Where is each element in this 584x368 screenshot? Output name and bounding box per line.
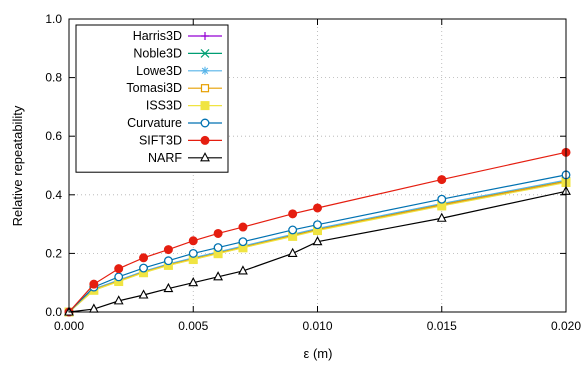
series-line-narf	[68, 190, 567, 313]
y-tick-label: 0.6	[45, 129, 62, 143]
data-point-curvature	[313, 220, 322, 230]
data-point-narf	[163, 282, 174, 293]
data-point-narf	[238, 265, 248, 275]
data-point-curvature	[288, 225, 298, 235]
data-point-sift3d	[89, 279, 99, 289]
x-tick-label: 0.020	[551, 319, 581, 333]
legend-label-harris3d: Harris3D	[133, 29, 182, 43]
data-point-curvature	[114, 272, 124, 282]
legend-label-curvature: Curvature	[127, 116, 182, 130]
legend: Harris3D Noble3D Lowe3D Tomasi3D ISS3D Curvat…	[75, 24, 229, 173]
legend-marker-lowe3d	[201, 66, 209, 75]
x-axis-label: ε (m)	[304, 346, 333, 361]
series-sift3d	[64, 147, 571, 317]
series-line-sift3d	[68, 151, 567, 313]
data-point-narf	[138, 289, 149, 299]
x-tick-label: 0.015	[427, 319, 457, 333]
data-point-sift3d	[238, 222, 248, 232]
data-point-sift3d	[213, 228, 223, 238]
data-point-curvature	[213, 243, 223, 252]
data-point-curvature	[139, 263, 148, 273]
legend-marker-sift3d	[200, 135, 210, 145]
y-tick-label: 0.0	[45, 305, 62, 319]
legend-marker-tomasi3d	[200, 84, 210, 93]
y-tick-label: 0.8	[45, 71, 62, 85]
axes: 0.000 0.005 0.010 0.015 0.020 0.0 0.2 0.4 0.6 0.8…	[45, 12, 581, 333]
legend-label-iss3d: ISS3D	[146, 99, 182, 113]
legend-label-tomasi3d: Tomasi3D	[126, 81, 182, 95]
legend-box	[75, 24, 229, 173]
y-tick-label: 0.2	[45, 246, 62, 260]
legend-label-noble3d: Noble3D	[133, 46, 182, 60]
legend-label-sift3d: SIFT3D	[139, 133, 182, 147]
data-point-narf	[188, 277, 199, 287]
data-point-narf	[312, 236, 323, 246]
plot-series	[64, 147, 571, 317]
legend-marker-harris3d	[201, 32, 209, 40]
legend-marker-narf	[200, 152, 210, 162]
data-point-curvature	[437, 194, 447, 204]
legend-label-narf: NARF	[148, 151, 182, 165]
x-tick-label: 0.010	[302, 319, 332, 333]
legend-marker-iss3d	[200, 101, 210, 111]
data-point-curvature	[188, 248, 198, 258]
data-point-sift3d	[288, 209, 298, 219]
y-axis-label: Relative repeatability	[10, 105, 25, 226]
series-curvature	[64, 170, 571, 317]
data-point-sift3d	[114, 264, 124, 274]
data-point-curvature	[163, 256, 173, 266]
data-point-narf	[436, 212, 447, 222]
x-tick-label: 0.005	[178, 319, 208, 333]
data-point-curvature	[238, 237, 248, 247]
data-point-narf	[287, 247, 298, 257]
y-tick-label: 1.0	[45, 12, 62, 26]
data-point-narf	[213, 271, 224, 281]
data-point-sift3d	[313, 203, 322, 213]
legend-marker-noble3d	[200, 48, 210, 58]
data-point-sift3d	[437, 175, 447, 185]
data-point-sift3d	[188, 236, 198, 246]
data-point-sift3d	[139, 253, 149, 263]
x-tick-label: 0.000	[54, 319, 84, 333]
data-point-sift3d	[163, 245, 173, 255]
y-tick-label: 0.4	[45, 188, 62, 202]
legend-label-lowe3d: Lowe3D	[136, 64, 182, 78]
series-line-curvature	[68, 174, 567, 313]
legend-marker-curvature	[200, 118, 210, 128]
data-point-narf	[113, 295, 124, 305]
